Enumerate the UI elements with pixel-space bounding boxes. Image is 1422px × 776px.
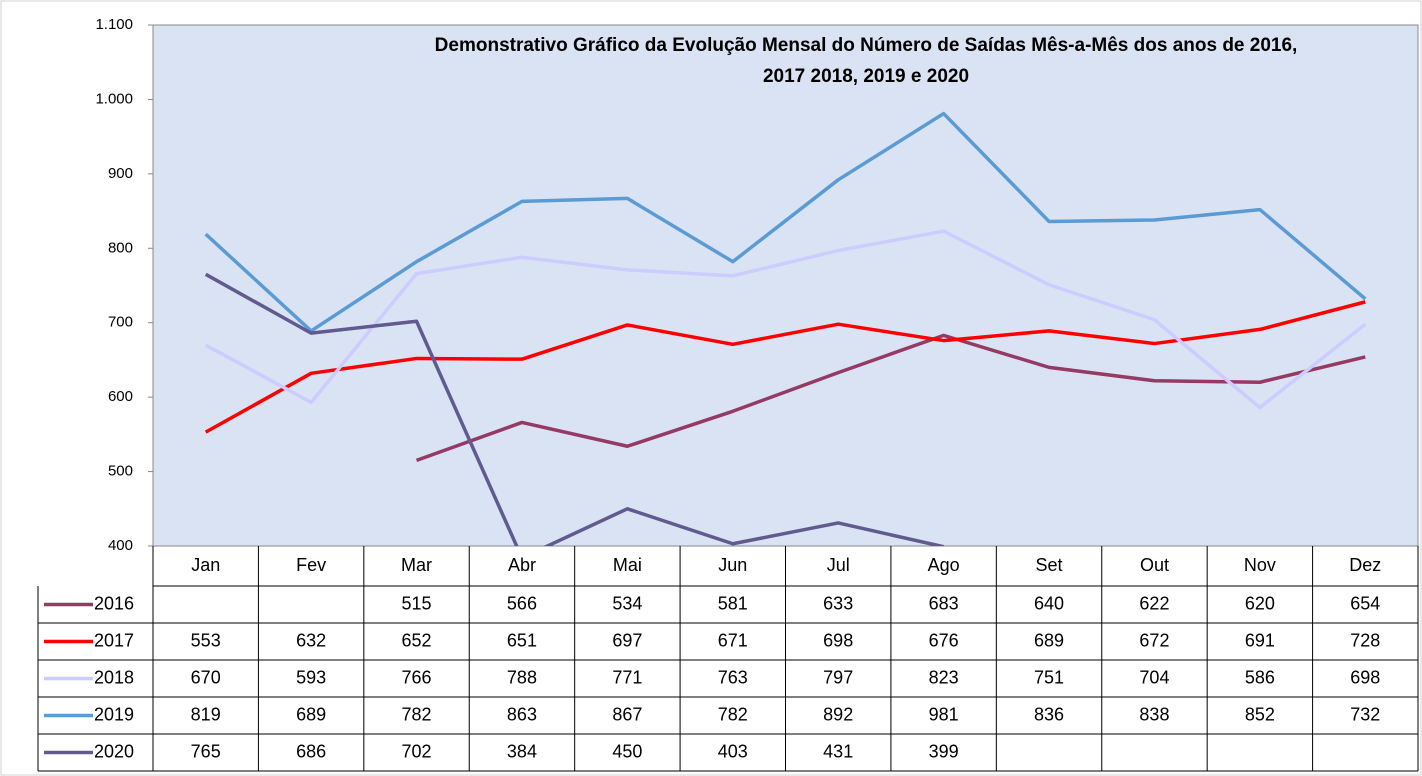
y-tick-label: 1.000 xyxy=(95,90,133,107)
x-tick-label: Abr xyxy=(508,555,536,575)
table-value: 566 xyxy=(507,593,537,613)
table-value: 788 xyxy=(507,667,537,687)
table-value: 686 xyxy=(296,741,326,761)
table-value: 704 xyxy=(1139,667,1169,687)
table-value: 640 xyxy=(1034,593,1064,613)
table-value: 633 xyxy=(823,593,853,613)
table-value: 534 xyxy=(612,593,642,613)
table-value: 691 xyxy=(1245,630,1275,650)
table-value: 728 xyxy=(1350,630,1380,650)
legend-label: 2019 xyxy=(94,704,134,724)
table-value: 654 xyxy=(1350,593,1380,613)
table-value: 782 xyxy=(718,704,748,724)
table-value: 697 xyxy=(612,630,642,650)
table-value: 593 xyxy=(296,667,326,687)
legend-label: 2017 xyxy=(94,630,134,650)
plot-area xyxy=(152,24,1419,547)
table-value: 632 xyxy=(296,630,326,650)
table-value: 702 xyxy=(402,741,432,761)
legend-label: 2018 xyxy=(94,667,134,687)
x-tick-label: Out xyxy=(1140,555,1169,575)
x-tick-label: Jan xyxy=(191,555,220,575)
x-tick-label: Jul xyxy=(827,555,850,575)
table-value: 670 xyxy=(191,667,221,687)
table-value: 672 xyxy=(1139,630,1169,650)
table-value: 586 xyxy=(1245,667,1275,687)
table-value: 399 xyxy=(929,741,959,761)
x-tick-label: Jun xyxy=(718,555,747,575)
table-value: 553 xyxy=(191,630,221,650)
table-value: 732 xyxy=(1350,704,1380,724)
table-value: 698 xyxy=(1350,667,1380,687)
series-line xyxy=(204,229,1367,410)
table-value: 676 xyxy=(929,630,959,650)
series-line xyxy=(415,333,1366,463)
chart-title: 2017 2018, 2019 e 2020 xyxy=(763,66,969,87)
table-value: 515 xyxy=(402,593,432,613)
y-tick-label: 700 xyxy=(108,314,133,331)
table-value: 622 xyxy=(1139,593,1169,613)
y-tick-label: 500 xyxy=(108,463,133,480)
table-value: 683 xyxy=(929,593,959,613)
chart-title: Demonstrativo Gráfico da Evolução Mensal… xyxy=(435,35,1298,56)
x-tick-label: Dez xyxy=(1349,555,1381,575)
table-value: 852 xyxy=(1245,704,1275,724)
table-value: 431 xyxy=(823,741,853,761)
x-tick-label: Mar xyxy=(401,555,432,575)
table-value: 782 xyxy=(402,704,432,724)
table-value: 765 xyxy=(191,741,221,761)
table-value: 403 xyxy=(718,741,748,761)
y-tick-label: 800 xyxy=(108,239,133,256)
table-value: 698 xyxy=(823,630,853,650)
y-tick-label: 900 xyxy=(108,165,133,182)
table-value: 867 xyxy=(612,704,642,724)
table-value: 797 xyxy=(823,667,853,687)
y-tick-label: 400 xyxy=(108,537,133,554)
series-lines xyxy=(204,111,1367,546)
table-value: 892 xyxy=(823,704,853,724)
x-tick-label: Mai xyxy=(613,555,642,575)
series-line xyxy=(204,300,1366,434)
table-value: 384 xyxy=(507,741,537,761)
table-value: 581 xyxy=(718,593,748,613)
x-tick-label: Ago xyxy=(928,555,960,575)
table-value: 689 xyxy=(1034,630,1064,650)
table-value: 763 xyxy=(718,667,748,687)
table-value: 450 xyxy=(612,741,642,761)
table-value: 751 xyxy=(1034,667,1064,687)
x-tick-label: Fev xyxy=(296,555,326,575)
y-tick-label: 600 xyxy=(108,388,133,405)
table-value: 823 xyxy=(929,667,959,687)
table-value: 652 xyxy=(402,630,432,650)
table-value: 620 xyxy=(1245,593,1275,613)
table-value: 819 xyxy=(191,704,221,724)
table-value: 838 xyxy=(1139,704,1169,724)
table-value: 689 xyxy=(296,704,326,724)
table-value: 766 xyxy=(402,667,432,687)
legend-label: 2016 xyxy=(94,593,134,613)
y-tick-label: 1.100 xyxy=(95,16,133,33)
legend-label: 2020 xyxy=(94,741,134,761)
series-line xyxy=(204,272,945,546)
x-tick-label: Set xyxy=(1036,555,1063,575)
table-value: 981 xyxy=(929,704,959,724)
table-value: 863 xyxy=(507,704,537,724)
table-value: 836 xyxy=(1034,704,1064,724)
table-value: 671 xyxy=(718,630,748,650)
x-tick-label: Nov xyxy=(1244,555,1276,575)
table-value: 771 xyxy=(612,667,642,687)
table-value: 651 xyxy=(507,630,537,650)
series-line xyxy=(204,111,1367,333)
